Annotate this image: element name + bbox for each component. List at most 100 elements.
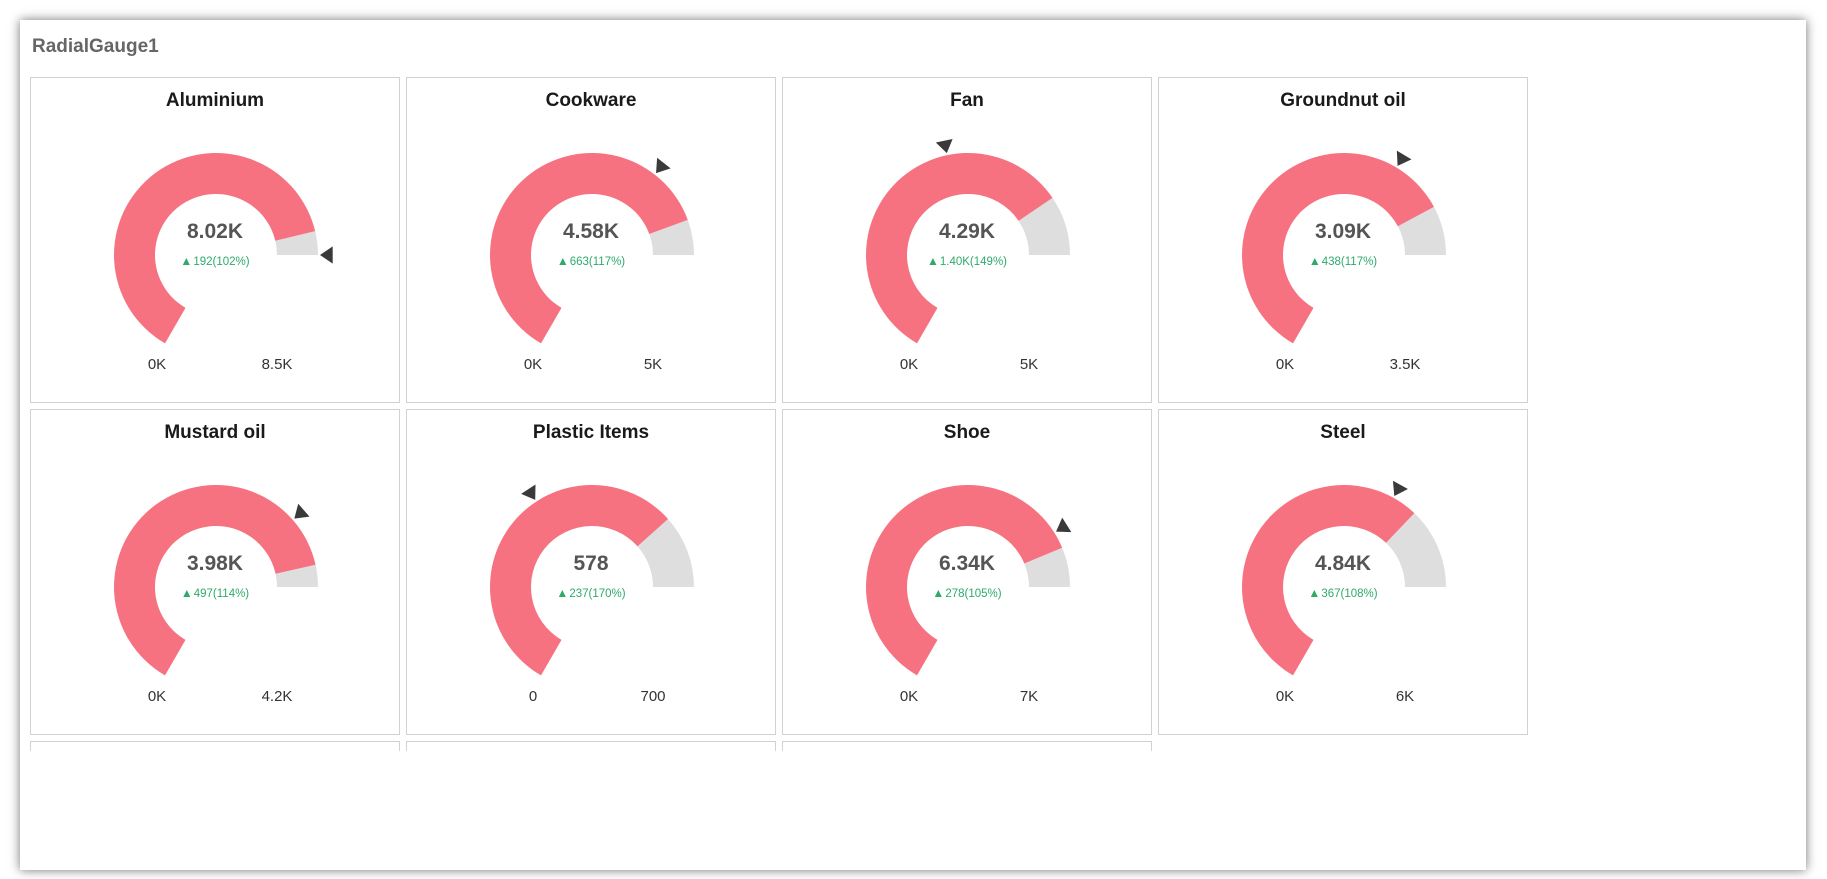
trend-up-icon: ▲ <box>932 586 945 600</box>
gauge-delta-label: 438(117%) <box>1321 256 1378 268</box>
trend-up-icon: ▲ <box>926 254 939 268</box>
gauge-delta: ▲237(170%) <box>407 586 775 600</box>
gauge-min-label: 0K <box>899 688 919 705</box>
gauge-card-partial <box>782 741 1152 751</box>
gauge-max-label: 3.5K <box>1389 356 1421 373</box>
gauge-min-label: 0 <box>528 688 538 705</box>
gauge-title: Fan <box>950 90 984 111</box>
gauge-chart <box>1242 150 1446 344</box>
gauge-delta-label: 497(114%) <box>193 588 250 600</box>
gauge-delta-label: 663(117%) <box>569 256 626 268</box>
trend-up-icon: ▲ <box>180 254 193 268</box>
gauge-chart <box>866 485 1072 676</box>
gauge-delta: ▲278(105%) <box>783 586 1151 600</box>
gauge-title: Plastic Items <box>532 422 650 443</box>
gauge-target-pointer <box>656 157 671 174</box>
gauge-value-arc[interactable] <box>1242 485 1415 676</box>
gauge-delta: ▲438(117%) <box>1159 254 1527 268</box>
gauge-chart <box>490 484 694 676</box>
gauge-remaining-arc <box>275 231 318 255</box>
gauge-min-label: 0K <box>1275 356 1295 373</box>
gauge-card[interactable]: Cookware 4.58K ▲663(117%) 0K 5K <box>406 77 776 403</box>
gauge-delta: ▲367(108%) <box>1159 586 1527 600</box>
gauge-value-arc[interactable] <box>1242 152 1434 344</box>
gauge-max-label: 4.2K <box>261 688 293 705</box>
gauge-value-arc[interactable] <box>490 153 688 344</box>
gauge-max-label: 8.5K <box>261 356 293 373</box>
gauge-remaining-arc <box>1018 197 1070 255</box>
gauge-card[interactable]: Shoe 6.34K ▲278(105%) 0K 7K <box>782 409 1152 735</box>
trend-up-icon: ▲ <box>1308 586 1321 600</box>
gauge-max-label: 6K <box>1395 688 1415 705</box>
gauge-delta-label: 1.40K(149%) <box>939 256 1007 268</box>
trend-up-icon: ▲ <box>556 586 569 600</box>
gauge-chart <box>114 485 318 676</box>
gauge-delta: ▲1.40K(149%) <box>783 254 1151 268</box>
gauge-value-arc[interactable] <box>866 485 1063 676</box>
gauge-target-pointer <box>294 503 310 519</box>
gauge-delta: ▲663(117%) <box>407 254 775 268</box>
gauge-value-label: 4.29K <box>938 220 996 243</box>
gauge-max-label: 5K <box>643 356 663 373</box>
gauge-title: Cookware <box>545 90 637 111</box>
gauge-target-pointer <box>1396 150 1412 166</box>
gauge-value-label: 4.84K <box>1314 552 1372 575</box>
gauge-remaining-arc <box>275 564 318 587</box>
gauge-max-label: 700 <box>640 688 666 705</box>
gauge-target-pointer <box>1056 517 1072 533</box>
gauge-min-label: 0K <box>147 688 167 705</box>
gauge-value-arc[interactable] <box>866 153 1053 344</box>
gauge-target-pointer <box>320 246 333 264</box>
gauge-target-pointer <box>935 139 953 154</box>
gauge-value-label: 4.58K <box>562 220 620 243</box>
gauge-chart <box>114 153 333 344</box>
gauge-max-label: 5K <box>1019 356 1039 373</box>
gauge-chart <box>1242 480 1446 676</box>
gauge-min-label: 0K <box>899 356 919 373</box>
trend-up-icon: ▲ <box>180 586 193 600</box>
gauge-card[interactable]: Fan 4.29K ▲1.40K(149%) 0K 5K <box>782 77 1152 403</box>
gauge-card[interactable]: Mustard oil 3.98K ▲497(114%) 0K 4.2K <box>30 409 400 735</box>
gauge-remaining-arc <box>649 219 694 255</box>
gauge-delta-label: 367(108%) <box>1321 588 1378 600</box>
gauge-value-arc[interactable] <box>114 153 316 344</box>
gauge-title: Aluminium <box>165 90 265 111</box>
gauge-chart <box>490 153 694 344</box>
gauge-title: Mustard oil <box>164 422 266 443</box>
gauge-card-partial <box>30 741 400 751</box>
gauge-value-label: 578 <box>573 552 609 575</box>
gauge-value-arc[interactable] <box>490 485 669 676</box>
gauge-remaining-arc <box>1397 206 1446 255</box>
gauge-remaining-arc <box>1386 513 1446 587</box>
gauge-title: Steel <box>1320 422 1366 443</box>
gauge-value-label: 3.09K <box>1314 220 1372 243</box>
gauge-value-label: 3.98K <box>186 552 244 575</box>
trend-up-icon: ▲ <box>1308 254 1321 268</box>
widget-title: RadialGauge1 <box>32 36 159 57</box>
gauge-value-arc[interactable] <box>114 485 316 676</box>
gauge-card-partial <box>406 741 776 751</box>
gauge-min-label: 0K <box>147 356 167 373</box>
gauge-max-label: 7K <box>1019 688 1039 705</box>
gauge-chart <box>866 139 1070 344</box>
gauge-delta-label: 192(102%) <box>193 256 250 268</box>
gauge-value-label: 6.34K <box>938 552 996 575</box>
gauge-value-label: 8.02K <box>186 220 244 243</box>
gauge-card[interactable]: Groundnut oil 3.09K ▲438(117%) 0K 3.5K <box>1158 77 1528 403</box>
gauge-card[interactable]: Steel 4.84K ▲367(108%) 0K 6K <box>1158 409 1528 735</box>
gauge-delta-label: 278(105%) <box>945 588 1002 600</box>
gauge-remaining-arc <box>637 518 694 587</box>
gauge-delta: ▲192(102%) <box>31 254 399 268</box>
gauge-min-label: 0K <box>523 356 543 373</box>
gauge-title: Shoe <box>943 422 991 443</box>
radial-gauge-widget: RadialGauge1 Aluminium 8.02K ▲192(102%) 0K 8… <box>20 20 1806 870</box>
gauge-min-label: 0K <box>1275 688 1295 705</box>
gauge-target-pointer <box>1392 480 1408 496</box>
trend-up-icon: ▲ <box>556 254 569 268</box>
gauge-card[interactable]: Aluminium 8.02K ▲192(102%) 0K 8.5K <box>30 77 400 403</box>
gauge-delta: ▲497(114%) <box>31 586 399 600</box>
gauge-target-pointer <box>521 484 536 500</box>
gauge-remaining-arc <box>1024 547 1070 587</box>
gauge-title: Groundnut oil <box>1280 90 1406 111</box>
gauge-card[interactable]: Plastic Items 578 ▲237(170%) 0 700 <box>406 409 776 735</box>
